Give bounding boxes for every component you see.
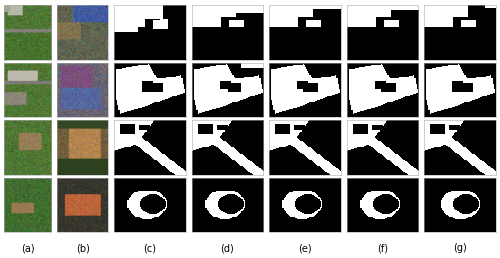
Text: (d): (d) bbox=[220, 243, 234, 253]
Text: (g): (g) bbox=[454, 243, 467, 253]
Text: (b): (b) bbox=[76, 243, 90, 253]
Text: (e): (e) bbox=[298, 243, 312, 253]
Text: (f): (f) bbox=[377, 243, 388, 253]
Text: (a): (a) bbox=[20, 243, 34, 253]
Text: (c): (c) bbox=[144, 243, 156, 253]
